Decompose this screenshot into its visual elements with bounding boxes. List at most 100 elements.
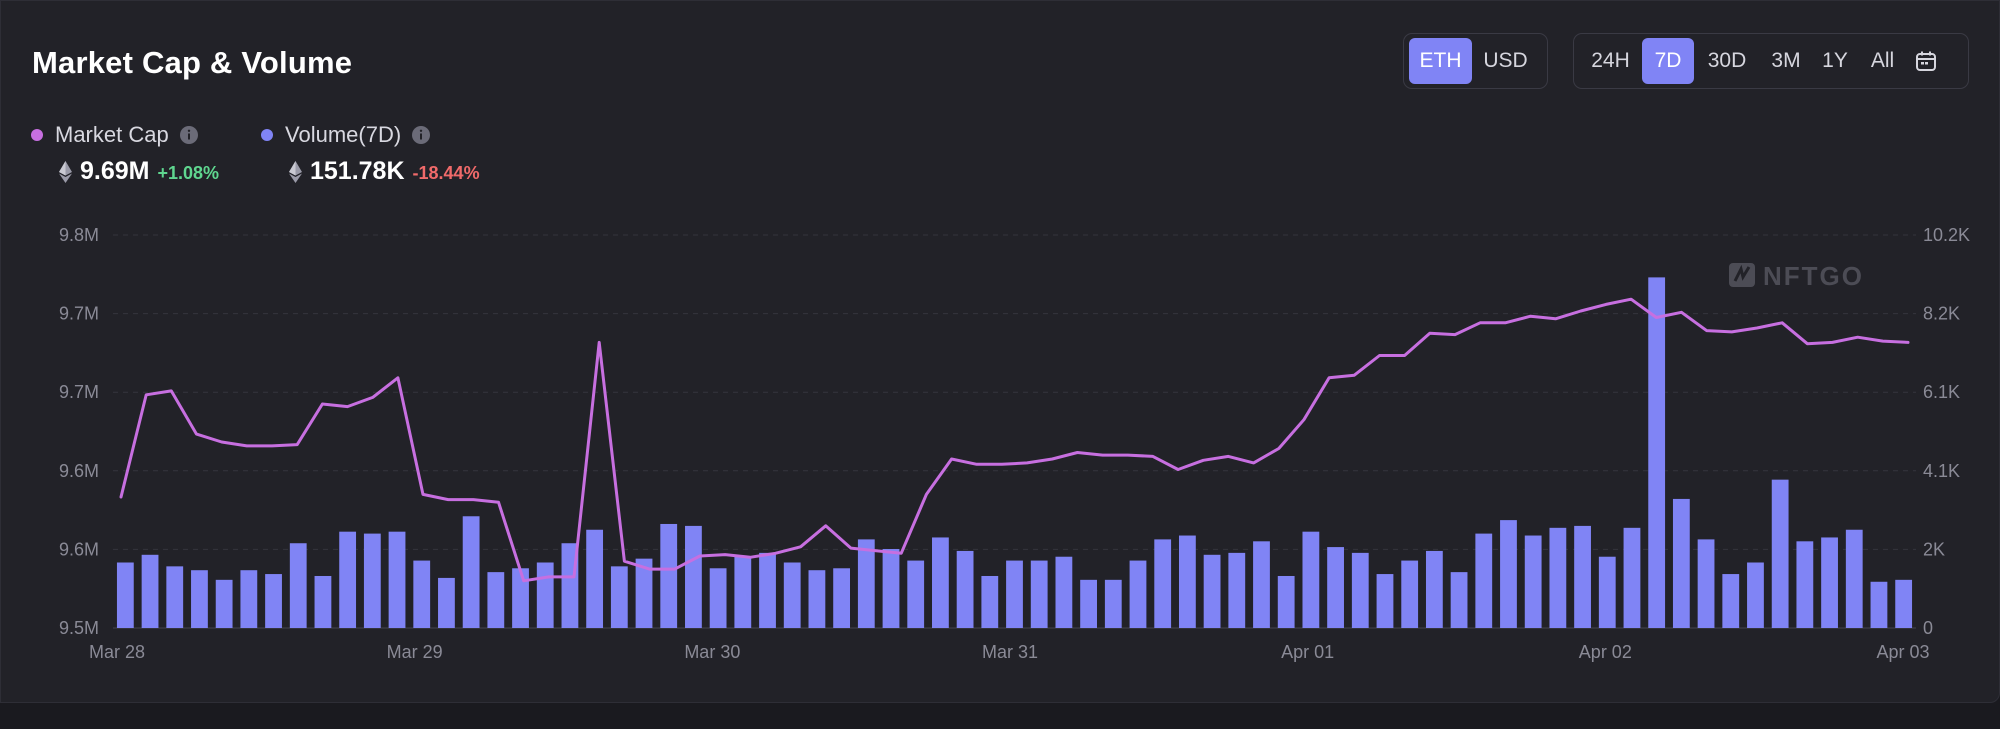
volume-bar[interactable] (1500, 520, 1517, 628)
volume-bar[interactable] (1253, 541, 1270, 628)
y-left-tick-label: 9.8M (59, 225, 99, 245)
volume-bar[interactable] (660, 523, 678, 628)
range-3m-button[interactable]: 3M (1771, 49, 1801, 72)
volume-bar[interactable] (1376, 574, 1394, 628)
volume-bar[interactable] (1845, 529, 1863, 628)
time-range-toggle: 24H 7D 30D 3M 1Y All (1573, 33, 1969, 89)
volume-bar[interactable] (1030, 560, 1048, 628)
currency-usd-button[interactable]: USD (1483, 49, 1528, 72)
volume-bar[interactable] (438, 577, 455, 628)
volume-bar[interactable] (1722, 574, 1740, 628)
volume-bar[interactable] (610, 566, 628, 628)
calendar-icon[interactable] (1907, 38, 1945, 84)
volume-bar[interactable] (586, 529, 604, 628)
volume-bar[interactable] (1351, 552, 1369, 628)
volume-bar[interactable] (1055, 556, 1073, 628)
volume-bar[interactable] (1302, 531, 1320, 628)
market-cap-volume-card: Market Cap & Volume ETH USD 24H 7D 30D 3… (0, 0, 2000, 703)
volume-bar[interactable] (833, 568, 851, 628)
volume-bar[interactable] (1524, 535, 1542, 628)
volume-bar[interactable] (1747, 562, 1764, 629)
volume-bar[interactable] (1425, 550, 1443, 628)
volume-bar[interactable] (1450, 572, 1468, 628)
volume-bar[interactable] (1821, 537, 1838, 628)
volume-bar[interactable] (1006, 560, 1023, 628)
volume-bar[interactable] (1598, 556, 1616, 628)
volume-bar[interactable] (1574, 525, 1591, 628)
volume-bar[interactable] (1648, 277, 1666, 628)
volume-bar[interactable] (1672, 498, 1690, 628)
y-right-tick-label: 0 (1923, 618, 1933, 638)
nftgo-watermark: NFTGO (1729, 261, 1864, 291)
range-7d-button[interactable]: 7D (1642, 38, 1694, 84)
volume-bar[interactable] (1697, 539, 1715, 628)
volume-bar[interactable] (1129, 560, 1147, 628)
volume-bar[interactable] (487, 572, 505, 628)
volume-bar[interactable] (1080, 579, 1097, 628)
range-24h-button[interactable]: 24H (1591, 49, 1630, 72)
volume-bar[interactable] (1549, 527, 1567, 628)
legend-volume[interactable]: Volume(7D) 151.78K -18.44% (261, 119, 480, 186)
volume-bar[interactable] (907, 560, 925, 628)
volume-bar[interactable] (1203, 554, 1221, 628)
volume-bar[interactable] (314, 575, 332, 628)
volume-bar[interactable] (882, 549, 900, 628)
volume-bar[interactable] (783, 562, 801, 629)
volume-bar[interactable] (956, 550, 974, 628)
volume-bar[interactable] (289, 543, 307, 628)
volume-value: 151.78K (310, 157, 405, 185)
volume-bar[interactable] (141, 554, 159, 628)
card-title: Market Cap & Volume (32, 45, 353, 80)
volume-bar[interactable] (709, 568, 727, 628)
volume-bar[interactable] (1401, 560, 1419, 628)
volume-bar[interactable] (759, 552, 776, 628)
volume-bar[interactable] (240, 570, 258, 628)
volume-bar[interactable] (339, 531, 357, 628)
volume-bar[interactable] (388, 531, 406, 628)
volume-bar[interactable] (116, 562, 134, 629)
range-30d-button[interactable]: 30D (1707, 49, 1747, 72)
market-cap-dot (31, 129, 43, 141)
volume-bar[interactable] (734, 556, 752, 628)
volume-bar[interactable] (1870, 581, 1888, 628)
legend-market-cap[interactable]: Market Cap 9.69M +1.08% (31, 119, 219, 186)
y-right-tick-label: 10.2K (1923, 225, 1970, 245)
volume-bar[interactable] (857, 539, 875, 628)
x-tick-label: Mar 29 (387, 642, 443, 662)
volume-bar[interactable] (1228, 552, 1246, 628)
currency-eth-button[interactable]: ETH (1409, 38, 1472, 84)
volume-bar[interactable] (808, 570, 826, 628)
volume-bar[interactable] (462, 516, 480, 628)
range-1y-button[interactable]: 1Y (1822, 49, 1848, 72)
volume-bar[interactable] (635, 558, 653, 628)
volume-bar[interactable] (1623, 527, 1641, 628)
volume-bar[interactable] (1154, 539, 1172, 628)
volume-bar[interactable] (1178, 535, 1196, 628)
volume-bar[interactable] (512, 568, 529, 628)
volume-bar[interactable] (215, 579, 233, 628)
volume-bar[interactable] (1327, 547, 1344, 628)
market-cap-line[interactable] (119, 297, 1910, 583)
watermark-text: NFTGO (1763, 261, 1864, 291)
info-icon[interactable] (179, 125, 199, 145)
volume-bar[interactable] (166, 566, 184, 628)
volume-bar[interactable] (536, 562, 554, 629)
range-all-button[interactable]: All (1870, 49, 1895, 72)
volume-bar[interactable] (363, 533, 381, 628)
volume-bar[interactable] (413, 560, 431, 628)
volume-bar[interactable] (191, 570, 208, 628)
volume-bar[interactable] (1771, 479, 1789, 628)
volume-bar[interactable] (1277, 575, 1295, 628)
volume-bar[interactable] (1895, 579, 1913, 628)
volume-bar[interactable] (1104, 579, 1122, 628)
volume-bar[interactable] (1475, 533, 1493, 628)
volume-bar[interactable] (1796, 541, 1814, 628)
info-icon[interactable] (411, 125, 431, 145)
volume-bar[interactable] (981, 575, 999, 628)
volume-bar[interactable] (265, 574, 282, 628)
volume-bar[interactable] (932, 537, 949, 628)
y-left-tick-label: 9.5M (59, 618, 99, 638)
volume-bar[interactable] (685, 525, 702, 628)
volume-change: -18.44% (412, 163, 480, 183)
